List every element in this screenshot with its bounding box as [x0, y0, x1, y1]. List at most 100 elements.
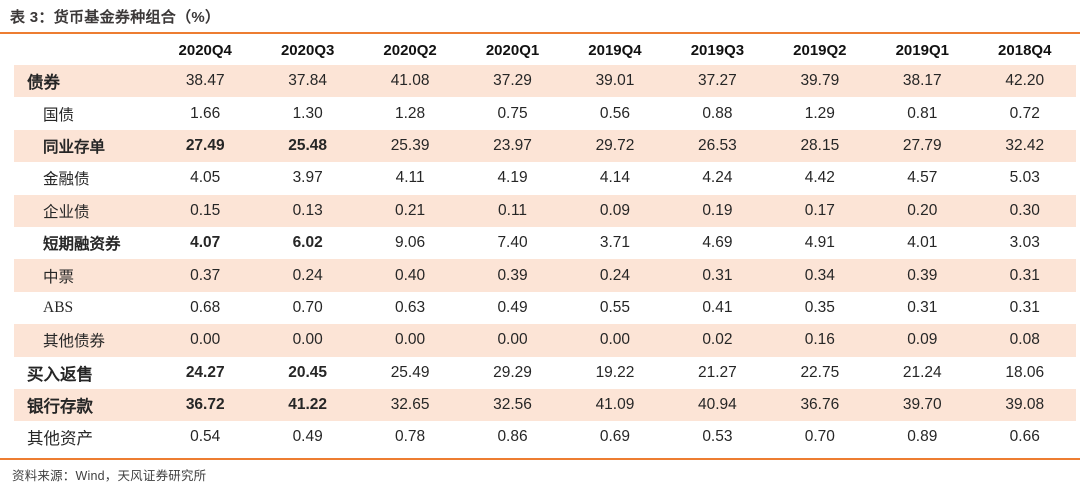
- row-label: 中票: [43, 268, 75, 286]
- table-row: 短期融资券 4.07 6.02 9.06 7.40 3.71 4.69 4.91 4.01 3.0…: [14, 227, 1076, 259]
- table-row: 其他债券 0.00 0.00 0.00 0.00 0.00 0.02 0.16 0.09 0.08: [14, 324, 1076, 357]
- cell: 38.47: [185, 72, 225, 90]
- cell: 19.22: [595, 363, 635, 381]
- cell: 0.16: [804, 331, 835, 349]
- cell: 32.42: [1005, 136, 1045, 154]
- cell: 23.97: [493, 136, 532, 154]
- cell: 21.27: [698, 363, 737, 381]
- cell: 3.97: [292, 169, 323, 187]
- table-body: 债券 38.47 37.84 41.08 37.29 39.01 37.27 39.79 38.…: [14, 65, 1076, 454]
- cell: 18.06: [1005, 363, 1045, 381]
- cell: 9.06: [395, 234, 426, 252]
- cell: 6.02: [292, 234, 323, 252]
- cell: 24.27: [185, 363, 225, 381]
- cell: 0.31: [702, 266, 733, 284]
- cell: 0.55: [599, 298, 631, 316]
- cell: 4.07: [190, 234, 221, 252]
- cell: 0.31: [1009, 266, 1040, 284]
- row-label: 国债: [43, 106, 75, 124]
- cell: 26.53: [698, 136, 737, 154]
- cell: 0.02: [702, 331, 733, 349]
- corner-cell: [14, 36, 154, 65]
- cell: 0.39: [907, 266, 938, 284]
- cell: 39.01: [595, 72, 635, 90]
- cell: 0.19: [702, 201, 733, 219]
- data-table: 2020Q4 2020Q3 2020Q2 2020Q1 2019Q4 2019Q3 2019…: [14, 36, 1076, 454]
- cell: 0.69: [599, 428, 631, 446]
- cell: 0.35: [804, 298, 835, 316]
- cell: 0.39: [497, 266, 528, 284]
- cell: 39.08: [1005, 396, 1045, 414]
- table-row: ABS 0.68 0.70 0.63 0.49 0.55 0.41 0.35 0.31 0.31: [14, 292, 1076, 324]
- cell: 0.31: [907, 298, 938, 316]
- cell: 25.39: [390, 136, 430, 154]
- cell: 0.20: [907, 201, 938, 219]
- row-label: 短期融资券: [43, 236, 121, 254]
- cell: 0.00: [190, 331, 221, 349]
- row-label: 银行存款: [27, 398, 93, 417]
- cell: 4.11: [395, 169, 425, 187]
- cell: 27.79: [902, 136, 942, 154]
- cell: 0.00: [292, 331, 323, 349]
- cell: 0.75: [497, 104, 528, 122]
- cell: 0.37: [190, 266, 221, 284]
- cell: 37.29: [493, 72, 532, 90]
- cell: 25.48: [288, 136, 328, 154]
- cell: 0.63: [395, 298, 426, 316]
- cell: 0.34: [804, 266, 835, 284]
- row-label: 同业存单: [43, 138, 106, 156]
- cell: 0.89: [907, 428, 938, 446]
- cell: 0.41: [702, 298, 733, 316]
- cell: 37.27: [698, 72, 737, 90]
- cell: 7.40: [497, 234, 528, 252]
- cell: 42.20: [1005, 72, 1045, 90]
- table-row: 国债 1.66 1.30 1.28 0.75 0.56 0.88 1.29 0.81 0.72: [14, 97, 1076, 129]
- cell: 0.66: [1009, 428, 1040, 446]
- column-header: 2020Q1: [485, 42, 540, 59]
- table-row: 同业存单 27.49 25.48 25.39 23.97 29.72 26.53 28.15 2…: [14, 129, 1076, 163]
- cell: 0.53: [702, 428, 733, 446]
- row-label: 买入返售: [27, 365, 93, 384]
- cell: 29.72: [595, 136, 635, 154]
- header-row: 2020Q4 2020Q3 2020Q2 2020Q1 2019Q4 2019Q3 2019…: [14, 36, 1076, 65]
- cell: 0.49: [292, 428, 323, 446]
- cell: 39.79: [800, 72, 840, 90]
- cell: 0.54: [190, 428, 221, 446]
- bottom-rule: [0, 458, 1080, 460]
- column-header: 2019Q3: [690, 42, 745, 59]
- cell: 41.08: [390, 72, 430, 90]
- cell: 4.19: [497, 169, 528, 187]
- cell: 0.72: [1009, 104, 1040, 122]
- column-header: 2020Q4: [178, 42, 232, 59]
- cell: 32.65: [390, 396, 430, 414]
- row-label: ABS: [43, 298, 74, 316]
- cell: 0.49: [497, 298, 528, 316]
- cell: 4.57: [907, 169, 938, 187]
- cell: 0.11: [498, 201, 528, 219]
- table-row: 买入返售 24.27 20.45 25.49 29.29 19.22 21.27 22.75 2…: [14, 357, 1076, 389]
- cell: 0.09: [599, 201, 631, 219]
- table-row: 其他资产 0.54 0.49 0.78 0.86 0.69 0.53 0.70 0.89 0.66: [14, 421, 1076, 453]
- cell: 0.30: [1009, 201, 1040, 219]
- cell: 5.03: [1009, 169, 1040, 187]
- cell: 4.01: [907, 234, 938, 252]
- row-label: 金融债: [43, 171, 90, 189]
- cell: 27.49: [185, 136, 225, 154]
- table-row: 企业债 0.15 0.13 0.21 0.11 0.09 0.19 0.17 0.20 0.30: [14, 194, 1076, 227]
- cell: 41.09: [595, 396, 635, 414]
- cell: 0.00: [497, 331, 528, 349]
- cell: 0.68: [190, 298, 221, 316]
- column-header: 2019Q2: [793, 42, 847, 59]
- source-note: 资料来源：Wind，天风证券研究所: [12, 469, 207, 483]
- cell: 0.40: [395, 266, 426, 284]
- cell: 4.05: [190, 169, 221, 187]
- cell: 32.56: [493, 396, 532, 414]
- cell: 29.29: [493, 363, 532, 381]
- cell: 40.94: [698, 396, 737, 414]
- cell: 0.31: [1009, 298, 1040, 316]
- cell: 0.81: [907, 104, 938, 122]
- cell: 37.84: [288, 72, 328, 90]
- top-rule: [0, 32, 1080, 34]
- cell: 28.15: [800, 136, 840, 154]
